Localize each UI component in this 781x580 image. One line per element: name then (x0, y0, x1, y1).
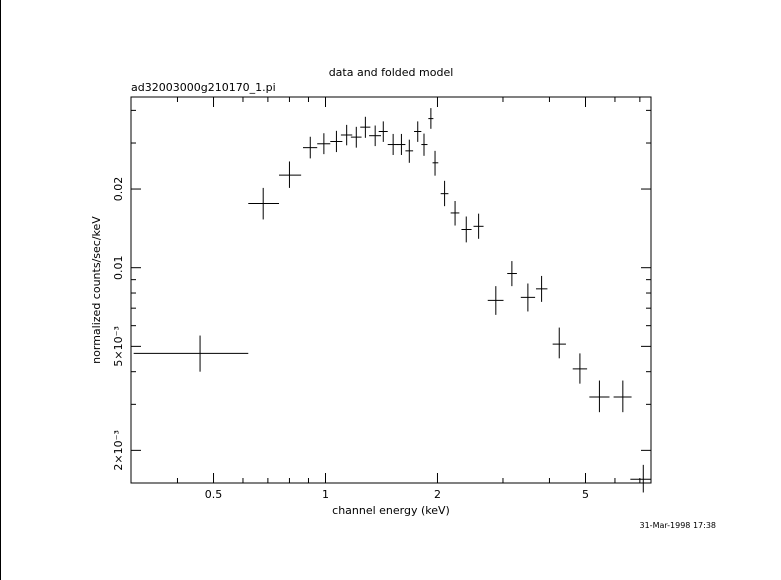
data-point (428, 108, 434, 129)
data-point (350, 126, 362, 148)
tick-labels: 0.5 1 2 5 2×10⁻³ 5×10⁻³ 0.01 0.02 (112, 177, 589, 501)
plot-frame (130, 96, 652, 484)
data-point (450, 200, 460, 226)
y-tick-label: 0.02 (112, 177, 125, 202)
y-tick-label: 5×10⁻³ (112, 326, 125, 366)
chart-subtitle: ad32003000g210170_1.pi (131, 81, 276, 94)
data-point (421, 133, 428, 156)
data-point (473, 213, 484, 239)
y-tick-label: 0.01 (112, 255, 125, 280)
x-tick-label: 0.5 (205, 488, 223, 501)
data-point (630, 464, 651, 493)
data-point (589, 380, 610, 413)
x-tick-label: 2 (434, 488, 441, 501)
data-point (340, 124, 353, 146)
window-left-edge (0, 0, 1, 580)
data-point (360, 116, 371, 138)
y-tick-label: 2×10⁻³ (112, 430, 125, 470)
data-point (369, 125, 382, 147)
x-tick-label: 1 (322, 488, 329, 501)
data-point (279, 161, 302, 188)
data-points (133, 108, 651, 493)
data-point (405, 139, 414, 163)
data-point (507, 261, 517, 287)
data-point (248, 187, 280, 220)
data-point (535, 275, 548, 302)
data-point (317, 133, 331, 155)
data-point (303, 136, 318, 159)
data-point (378, 121, 388, 142)
data-point (520, 283, 536, 312)
x-tick-label: 5 (582, 488, 589, 501)
data-point (613, 380, 632, 413)
timestamp: 31-Mar-1998 17:38 (640, 521, 717, 530)
data-point (487, 286, 504, 315)
y-axis-label: normalized counts/sec/keV (90, 216, 103, 364)
x-axis-label: channel energy (keV) (332, 504, 450, 517)
tick-marks (130, 97, 651, 483)
data-point (432, 150, 439, 176)
data-point (330, 130, 343, 153)
data-point (552, 327, 566, 359)
data-point (572, 353, 588, 384)
chart-title: data and folded model (329, 66, 454, 79)
data-point (414, 121, 422, 142)
data-point (387, 133, 399, 155)
data-point (133, 335, 249, 372)
data-point (440, 180, 449, 207)
data-point (397, 133, 406, 155)
data-point (461, 216, 472, 243)
